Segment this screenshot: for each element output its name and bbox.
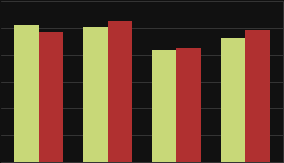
Bar	[83, 27, 108, 162]
Bar	[176, 48, 201, 162]
Bar	[152, 50, 176, 162]
Bar	[39, 32, 63, 162]
Bar	[245, 30, 270, 162]
Bar	[221, 38, 245, 162]
Bar	[14, 25, 39, 162]
Bar	[108, 21, 132, 162]
